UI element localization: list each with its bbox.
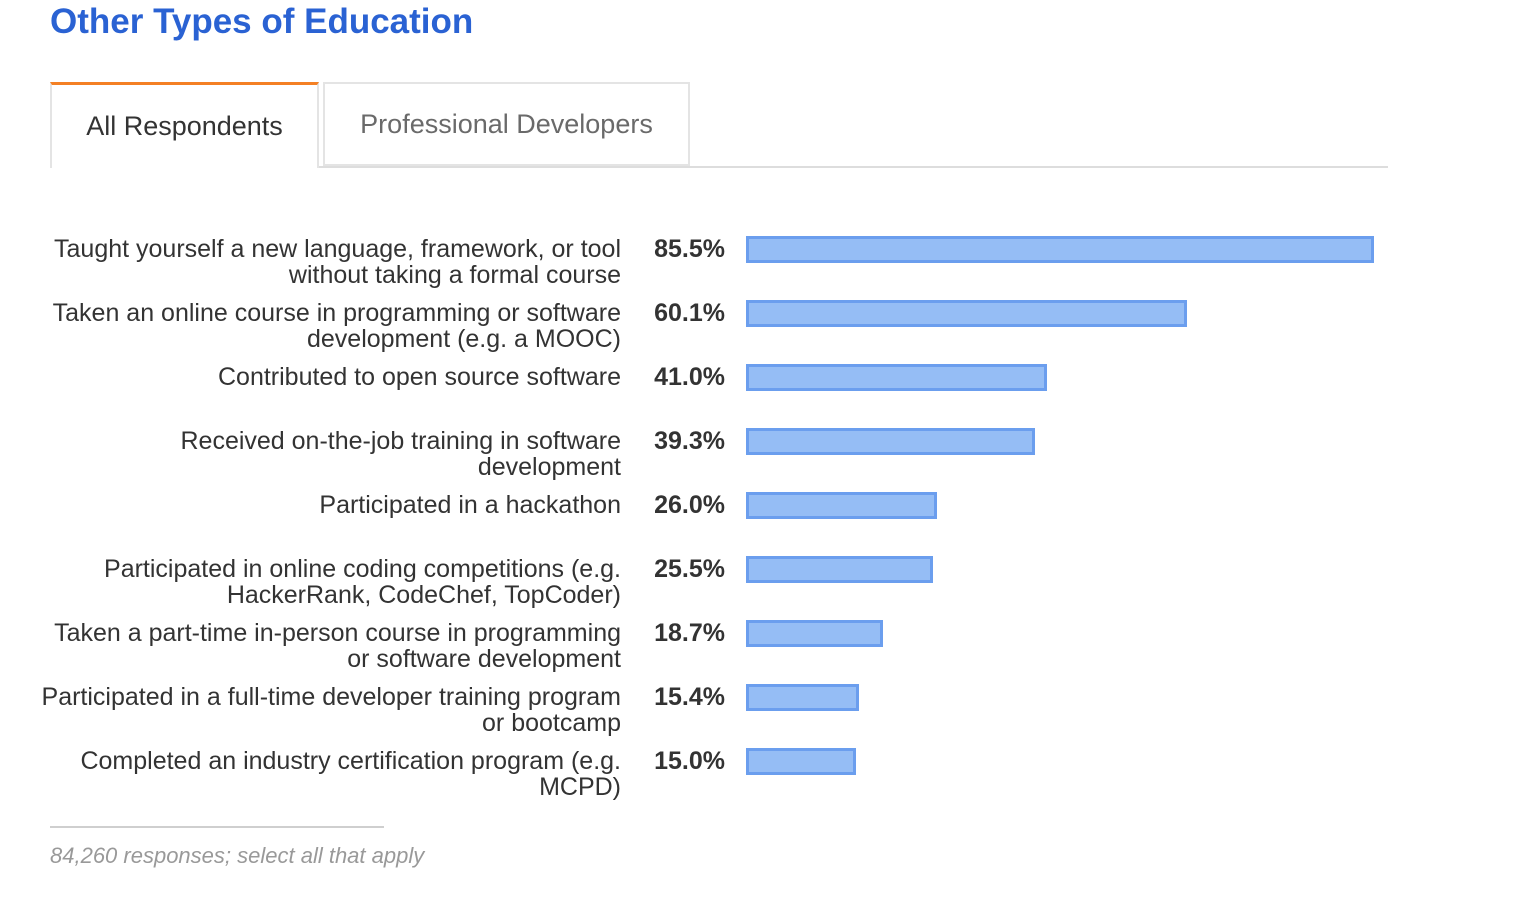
- category-label: Completed an industry certification prog…: [80, 747, 621, 801]
- value-label: 60.1%: [654, 299, 725, 327]
- value-label: 26.0%: [654, 491, 725, 519]
- responses-footnote: 84,260 responses; select all that apply: [50, 843, 425, 868]
- value-label: 15.4%: [654, 683, 725, 711]
- page-title: Other Types of Education: [50, 2, 474, 41]
- tab-divider: [50, 166, 1388, 168]
- bar: [746, 748, 856, 775]
- tab-all-respondents[interactable]: All Respondents: [50, 82, 319, 168]
- bar: [746, 684, 859, 711]
- bar: [746, 236, 1374, 263]
- category-label: Taken a part-time in-person course in pr…: [54, 619, 621, 673]
- tab-bar: All Respondents Professional Developers: [50, 82, 1388, 168]
- category-label: Taken an online course in programming or…: [52, 299, 621, 353]
- category-label: Participated in a full-time developer tr…: [41, 683, 621, 737]
- category-label: Taught yourself a new language, framewor…: [54, 235, 621, 289]
- bar: [746, 620, 883, 647]
- value-label: 18.7%: [654, 619, 725, 647]
- category-label: Contributed to open source software: [217, 363, 621, 391]
- bar: [746, 428, 1035, 455]
- bar: [746, 492, 937, 519]
- category-label: Participated in online coding competitio…: [104, 555, 621, 609]
- bar: [746, 364, 1047, 391]
- value-label: 85.5%: [654, 235, 725, 263]
- category-label: Received on-the-job training in software…: [180, 427, 621, 481]
- bar: [746, 556, 933, 583]
- tab-professional-developers[interactable]: Professional Developers: [323, 82, 690, 166]
- bar: [746, 300, 1187, 327]
- value-label: 15.0%: [654, 747, 725, 775]
- value-label: 25.5%: [654, 555, 725, 583]
- value-label: 39.3%: [654, 427, 725, 455]
- footer-divider: [50, 826, 384, 828]
- category-label: Participated in a hackathon: [319, 491, 621, 519]
- value-label: 41.0%: [654, 363, 725, 391]
